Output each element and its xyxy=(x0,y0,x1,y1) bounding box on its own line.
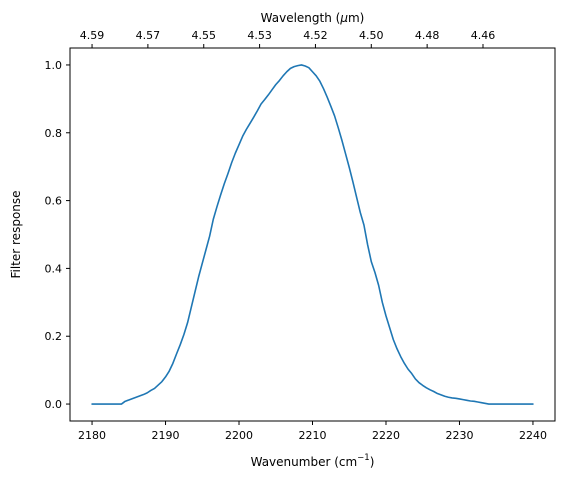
top-axis-label-tail: m) xyxy=(348,11,364,25)
x-tick-label: 2200 xyxy=(225,429,253,442)
top-tick-label: 4.46 xyxy=(471,29,496,42)
plot-frame xyxy=(69,47,556,422)
series-layer xyxy=(91,64,534,405)
top-axis-label: Wavelength (μm) xyxy=(261,11,365,25)
y-axis-label: Filter response xyxy=(9,190,23,278)
x-tick-label: 2230 xyxy=(445,429,473,442)
top-tick-label: 4.52 xyxy=(303,29,328,42)
y-tick-label: 0.4 xyxy=(45,262,63,275)
y-tick-label: 0.6 xyxy=(45,195,63,208)
x-axis-label-tail: ) xyxy=(370,455,375,469)
x-tick-label: 2240 xyxy=(519,429,547,442)
top-tick-label: 4.53 xyxy=(247,29,272,42)
top-tick-label: 4.48 xyxy=(415,29,440,42)
x-tick-label: 2190 xyxy=(152,429,180,442)
top-tick-label: 4.55 xyxy=(191,29,216,42)
y-tick-label: 1.0 xyxy=(45,59,63,72)
top-axis-label-mu: μ xyxy=(339,11,348,25)
top-tick-label: 4.50 xyxy=(359,29,384,42)
x-tick-label: 2180 xyxy=(78,429,106,442)
x-axis-label-superscript: −1 xyxy=(357,453,370,463)
x-tick-label: 2220 xyxy=(372,429,400,442)
tick-layer: 2180 2190 2200 2210 2220 2230 2240 0.0 0.2 0.4 0.6… xyxy=(45,29,547,442)
x-tick-label: 2210 xyxy=(299,429,327,442)
series-line xyxy=(91,64,534,405)
top-tick-label: 4.57 xyxy=(136,29,161,42)
x-axis-label-text: Wavenumber (cm xyxy=(251,455,358,469)
top-tick-label: 4.59 xyxy=(80,29,105,42)
y-tick-label: 0.0 xyxy=(45,398,63,411)
top-axis-label-text: Wavelength ( xyxy=(261,11,341,25)
y-tick-label: 0.8 xyxy=(45,127,63,140)
x-axis-label: Wavenumber (cm−1) xyxy=(251,453,375,469)
y-tick-label: 0.2 xyxy=(45,330,63,343)
